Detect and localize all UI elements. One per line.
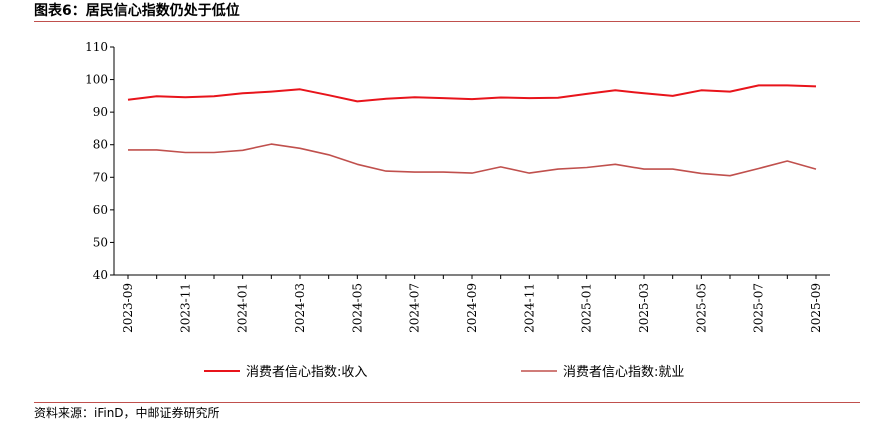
x-tick-label: 2023-11 — [178, 283, 192, 333]
series-line-income — [127, 84, 817, 103]
top-rule — [34, 21, 860, 22]
x-tick-label: 2024-01 — [236, 283, 250, 333]
x-tick-label: 2023-09 — [121, 283, 135, 333]
series-line-employment — [128, 143, 817, 177]
y-tick-label: 90 — [93, 105, 108, 119]
y-tick-label: 80 — [93, 138, 108, 152]
legend-label-income: 消费者信心指数:收入 — [246, 365, 367, 380]
line-chart: 40 50 60 70 80 90 100 110 2023-09 2023-11 2024-01 2… — [85, 40, 830, 380]
bottom-rule — [34, 402, 860, 403]
y-tick-label: 70 — [93, 170, 108, 184]
x-tick-label: 2025-09 — [809, 283, 823, 333]
x-tick-label: 2024-05 — [350, 283, 364, 333]
figure-title: 图表6：居民信心指数仍处于低位 — [34, 3, 240, 19]
y-tick-label: 40 — [93, 268, 108, 282]
y-tick-label: 110 — [85, 40, 108, 54]
chart-axes: 40 50 60 70 80 90 100 110 2023-09 2023-11 2024-01 2… — [85, 40, 830, 333]
x-tick-label: 2025-07 — [752, 283, 766, 333]
y-tick-label: 100 — [85, 73, 108, 87]
chart-series — [127, 84, 817, 177]
x-tick-label: 2024-09 — [465, 283, 479, 333]
source-note: 资料来源：iFinD，中邮证券研究所 — [34, 406, 220, 420]
chart-legend: 消费者信心指数:收入 消费者信心指数:就业 — [204, 365, 684, 380]
x-tick-label: 2025-05 — [694, 283, 708, 333]
x-tick-label: 2025-01 — [580, 283, 594, 333]
x-tick-label: 2025-03 — [637, 283, 651, 333]
y-tick-label: 50 — [93, 235, 108, 249]
x-tick-label: 2024-07 — [408, 283, 422, 333]
x-tick-label: 2024-11 — [522, 283, 536, 333]
x-tick-label: 2024-03 — [293, 283, 307, 333]
legend-label-employment: 消费者信心指数:就业 — [563, 365, 684, 380]
y-tick-label: 60 — [93, 203, 108, 217]
